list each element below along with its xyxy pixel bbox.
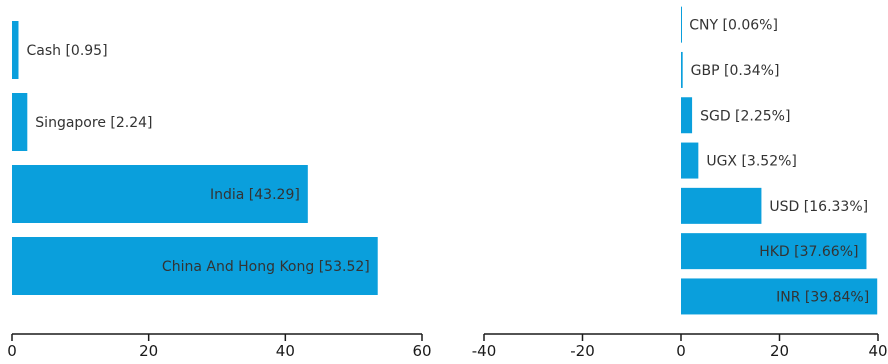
x-tick-label-currency-1: -20	[570, 342, 595, 360]
bar-country-singapore	[12, 93, 28, 151]
bar-country-cash	[12, 21, 19, 79]
x-tick-label-currency-2: 0	[676, 342, 686, 360]
chart-by-currency: CNY [0.06%] GBP [0.34%] SGD [2.25%] UGX [3.…	[472, 6, 888, 360]
x-tick-label-country-1: 20	[139, 342, 158, 360]
bar-currency-usd	[681, 187, 762, 224]
bar-label-currency-cny: CNY [0.06%]	[689, 18, 778, 34]
x-tick-label-country-2: 40	[276, 342, 295, 360]
bar-label-currency-gbp: GBP [0.34%]	[691, 63, 780, 79]
x-tick-label-currency-3: 20	[770, 342, 789, 360]
x-tick-label-country-0: 0	[7, 342, 17, 360]
bar-label-country-singapore: Singapore [2.24]	[35, 115, 152, 131]
bar-label-currency-sgd: SGD [2.25%]	[700, 108, 790, 124]
bar-currency-cny	[681, 6, 682, 43]
x-tick-label-currency-0: -40	[472, 342, 497, 360]
bar-currency-gbp	[681, 51, 683, 88]
x-tick-label-country-3: 60	[412, 342, 431, 360]
x-tick-label-currency-4: 40	[868, 342, 887, 360]
bar-currency-hkd	[681, 233, 867, 270]
bar-currency-sgd	[681, 97, 693, 134]
bar-currency-ugx	[681, 142, 699, 179]
bar-label-country-india: India [43.29]	[210, 187, 300, 203]
bar-country-india	[12, 165, 308, 223]
bar-label-currency-hkd: HKD [37.66%]	[759, 244, 858, 260]
bar-label-country-cash: Cash [0.95]	[26, 43, 107, 59]
bar-currency-inr	[681, 278, 878, 315]
bar-label-country-china-and-hong-kong: China And Hong Kong [53.52]	[162, 259, 370, 275]
bar-country-china-and-hong-kong	[12, 237, 378, 295]
bar-label-currency-inr: INR [39.84%]	[776, 289, 869, 305]
bar-label-currency-usd: USD [16.33%]	[769, 199, 868, 215]
chart-by-country: Cash [0.95] Singapore [2.24] India [43.29]…	[7, 21, 432, 360]
bar-label-currency-ugx: UGX [3.52%]	[706, 154, 797, 170]
